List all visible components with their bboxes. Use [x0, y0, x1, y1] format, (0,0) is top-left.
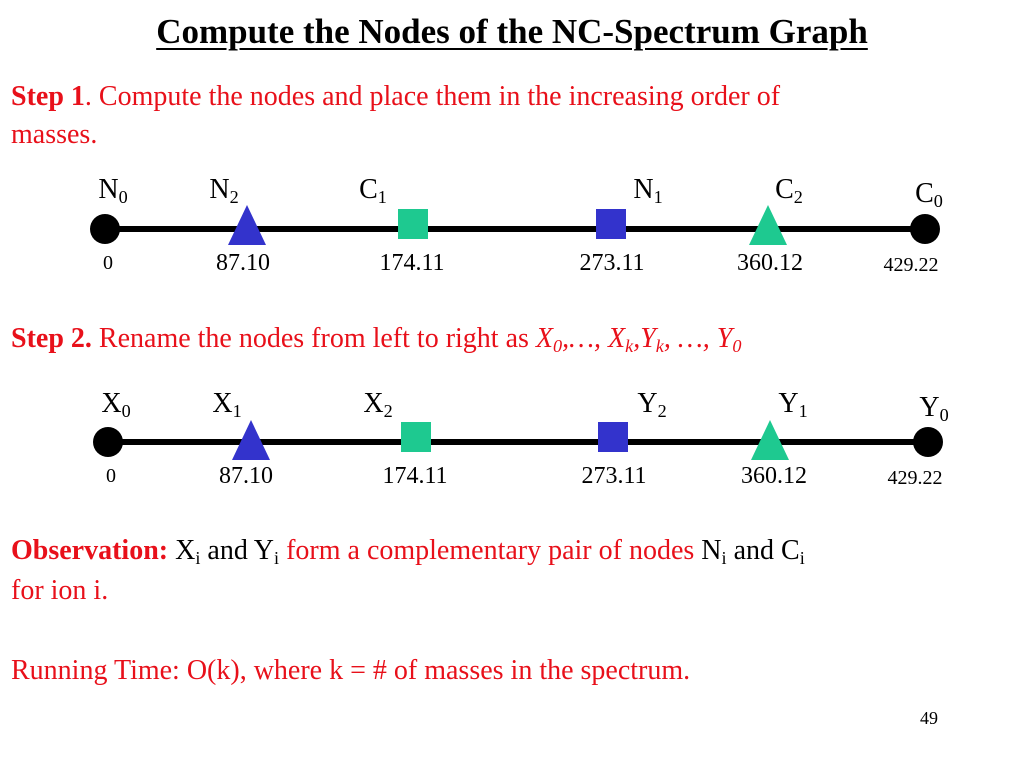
step2-formula: X0,…, Xk,Yk, …, Y0 — [535, 323, 742, 357]
diagram2-node-y2-square — [598, 422, 628, 452]
diagram1-label-c0: C0 — [915, 178, 943, 212]
observation-line1: Observation: Xi and Yi form a complement… — [11, 532, 805, 570]
diagram1-label-c2: C2 — [775, 174, 803, 208]
running-time: Running Time: O(k), where k = # of masse… — [11, 655, 691, 686]
diagram2-value-1: 87.10 — [219, 463, 273, 489]
diagram2-value-2: 174.11 — [382, 463, 448, 489]
diagram1-graph — [90, 205, 940, 245]
diagram1-value-4: 360.12 — [737, 250, 803, 276]
observation-ni-ci: Ni and Ci — [701, 535, 805, 569]
slide-title: Compute the Nodes of the NC-Spectrum Gra… — [156, 12, 868, 51]
diagram1-value-1: 87.10 — [216, 250, 270, 276]
diagram1-node-n2-triangle — [228, 205, 266, 245]
diagram2-value-3: 273.11 — [581, 463, 647, 489]
diagram2-node-x0 — [93, 427, 123, 457]
diagram1-node-c2-triangle — [749, 205, 787, 245]
diagram1-node-n1-square — [596, 209, 626, 239]
diagram2-value-0: 0 — [106, 465, 116, 487]
diagram2-value-5: 429.22 — [887, 467, 943, 489]
observation-text: form a complementary pair of nodes — [279, 535, 702, 566]
diagram2-graph — [93, 420, 943, 460]
step1-line1: Step 1. Compute the nodes and place them… — [11, 78, 780, 116]
page-number: 49 — [920, 708, 938, 728]
diagram1-value-2: 174.11 — [379, 250, 445, 276]
diagram2-node-y0 — [913, 427, 943, 457]
step1-label: Step 1 — [11, 81, 85, 112]
diagram2-label-x0: X0 — [101, 388, 131, 422]
diagram2-label-y2: Y2 — [637, 388, 667, 422]
diagram2-label-y0: Y0 — [919, 392, 949, 426]
diagram1-node-n0 — [90, 214, 120, 244]
step1-text: . Compute the nodes and place them in th… — [84, 81, 781, 112]
diagram2-value-4: 360.12 — [741, 463, 807, 489]
diagram2-label-x2: X2 — [363, 388, 393, 422]
step2-line: Step 2. Rename the nodes from left to ri… — [11, 320, 741, 358]
diagram1-node-c1-square — [398, 209, 428, 239]
diagram1-label-n0: N0 — [98, 174, 128, 208]
diagram2-node-x2-square — [401, 422, 431, 452]
diagram1-value-3: 273.11 — [579, 250, 645, 276]
diagram1-label-n2: N2 — [209, 174, 239, 208]
diagram2-label-y1: Y1 — [778, 388, 808, 422]
diagram1-value-0: 0 — [103, 252, 113, 274]
diagram1-value-5: 429.22 — [883, 254, 939, 276]
step2-text: Rename the nodes from left to right as — [91, 323, 536, 354]
step2-label: Step 2. — [11, 323, 92, 354]
observation-line2: for ion i. — [11, 575, 109, 606]
step1-line2: masses. — [11, 119, 98, 150]
diagram2-node-x1-triangle — [232, 420, 270, 460]
observation-label: Observation: — [11, 535, 169, 566]
diagram1-label-n1: N1 — [633, 174, 663, 208]
diagram2-node-y1-triangle — [751, 420, 789, 460]
diagram2-label-x1: X1 — [212, 388, 242, 422]
diagram1-node-c0 — [910, 214, 940, 244]
observation-xi: Xi and Yi — [175, 535, 280, 569]
diagram1-label-c1: C1 — [359, 174, 387, 208]
